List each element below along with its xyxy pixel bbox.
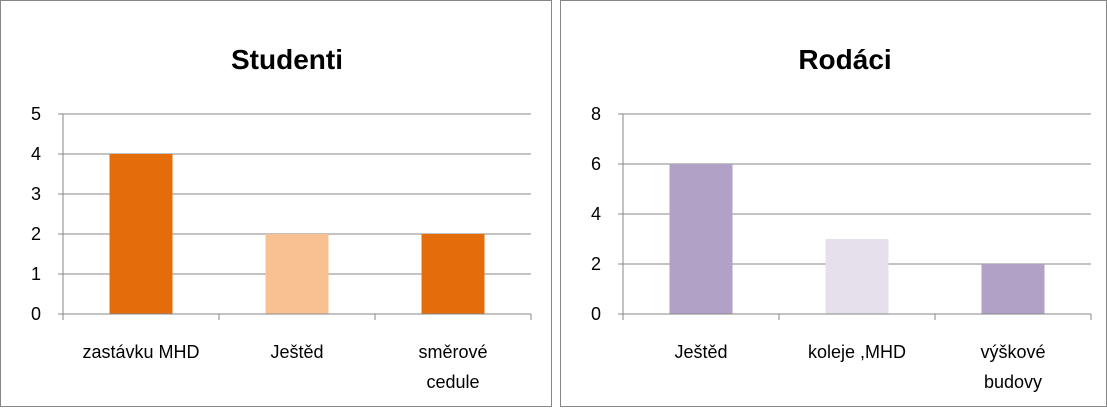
- bar: [265, 234, 329, 314]
- y-tick-label: 8: [591, 104, 601, 124]
- y-tick-label: 5: [31, 104, 41, 124]
- x-category-label: budovy: [984, 372, 1042, 392]
- chart-studenti: Studenti 0 1 2 3 4 5 zastávku MHD Ještěd směrové c…: [31, 44, 532, 392]
- x-category-label: směrové: [418, 342, 487, 362]
- x-category-label: Ještěd: [270, 342, 323, 362]
- x-category-label: zastávku MHD: [82, 342, 199, 362]
- chart-panel-studenti: Studenti 0 1 2 3 4 5 zastávku MHD Ještěd směrové c…: [0, 0, 552, 407]
- panel-divider: [552, 0, 560, 407]
- y-tick-label: 6: [591, 154, 601, 174]
- bar: [421, 234, 485, 314]
- x-category-label: cedule: [426, 372, 479, 392]
- y-tick-label: 0: [591, 304, 601, 324]
- bar: [825, 239, 889, 314]
- x-category-label: koleje ,MHD: [808, 342, 906, 362]
- chart-title: Studenti: [231, 44, 343, 75]
- chart-title: Rodáci: [798, 44, 891, 75]
- bar: [981, 264, 1045, 314]
- y-tick-label: 3: [31, 184, 41, 204]
- y-tick-label: 1: [31, 264, 41, 284]
- bar: [669, 164, 733, 314]
- y-tick-label: 4: [591, 204, 601, 224]
- bar: [109, 154, 173, 314]
- chart-panel-rodaci: Rodáci 0 2 4 6 8 Ještěd koleje ,MHD výškové budov…: [560, 0, 1107, 407]
- y-tick-label: 4: [31, 144, 41, 164]
- y-tick-label: 2: [31, 224, 41, 244]
- y-tick-label: 2: [591, 254, 601, 274]
- x-category-label: výškové: [980, 342, 1045, 362]
- y-tick-label: 0: [31, 304, 41, 324]
- x-category-label: Ještěd: [674, 342, 727, 362]
- chart-rodaci: Rodáci 0 2 4 6 8 Ještěd koleje ,MHD výškové budov…: [591, 44, 1092, 392]
